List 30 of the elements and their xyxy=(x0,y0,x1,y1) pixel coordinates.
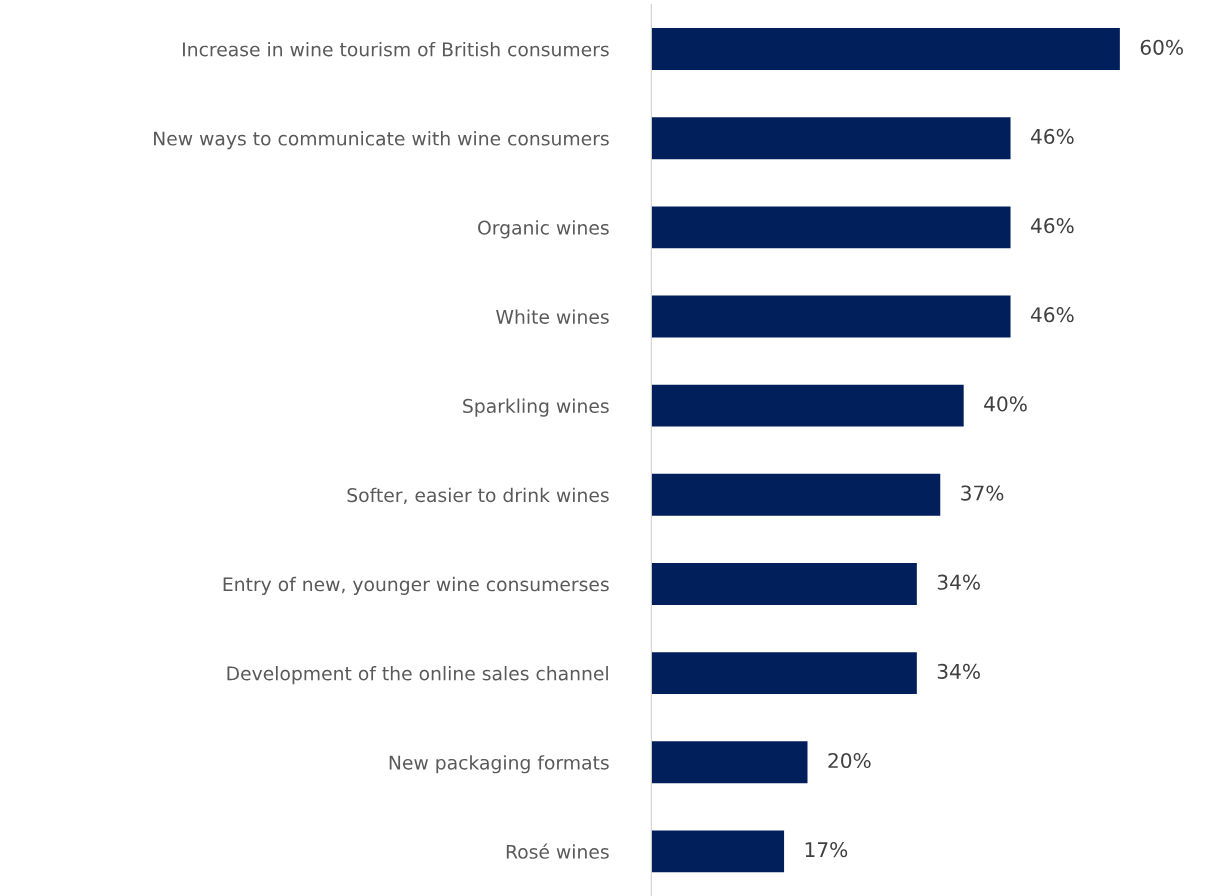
y-tick-label: Sparkling wines xyxy=(463,398,609,417)
bar xyxy=(651,28,1120,71)
bar xyxy=(651,652,917,695)
data-label: 34% xyxy=(937,663,980,679)
y-tick-label: Entry of new, younger wine consumerses xyxy=(223,576,609,595)
data-label: 40% xyxy=(984,396,1027,412)
bar xyxy=(651,117,1011,160)
bar xyxy=(651,741,808,784)
data-label: 37% xyxy=(961,485,1004,501)
bar xyxy=(651,384,964,427)
data-label: 46% xyxy=(1030,128,1074,145)
y-tick-label: Development of the online sales channel xyxy=(227,666,608,685)
data-label: 46% xyxy=(1030,307,1074,323)
y-tick-label: Organic wines xyxy=(478,220,609,239)
y-tick-label: New packaging formats xyxy=(389,755,609,774)
y-tick-label: White wines xyxy=(496,309,609,324)
bar xyxy=(651,295,1011,338)
bar xyxy=(651,206,1011,249)
bar xyxy=(651,473,941,516)
data-label: 20% xyxy=(828,752,871,769)
bar xyxy=(651,830,785,873)
y-tick-label: New ways to communicate with wine consumers xyxy=(154,131,609,150)
data-label: 46% xyxy=(1030,217,1074,234)
data-label: 17% xyxy=(805,842,848,858)
y-tick-label: Increase in wine tourism of British consumers xyxy=(183,41,609,57)
y-tick-label: Rosé wines xyxy=(506,843,609,859)
data-label: 60% xyxy=(1140,39,1183,55)
data-label: 34% xyxy=(937,574,980,590)
y-tick-label: Softer, easier to drink wines xyxy=(347,487,609,505)
bar xyxy=(651,563,917,605)
